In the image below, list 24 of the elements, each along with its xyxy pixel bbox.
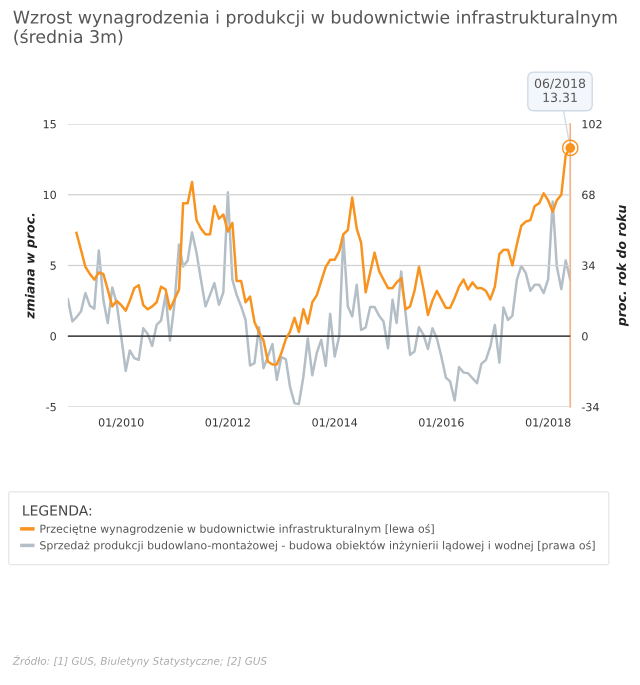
text: Źródło: [1] GUS, Biuletyny Statystyczne; [2] GUS — [12, 655, 267, 667]
x-tick-label: 01/2012 — [206, 418, 250, 428]
y-tick-label: 5 — [50, 262, 56, 270]
y-tick-label: 15 — [44, 120, 56, 128]
chart-title: Wzrost wynagrodzenia i produkcji w budownictwie infrastrukturalnym (średnia 3m) — [13, 10, 617, 46]
y2-tick-label: 68 — [582, 190, 595, 200]
legend-label: Przeciętne wynagrodzenie w budownictwie infrastrukturalnym [lewa oś] — [40, 524, 434, 535]
x-tick-label: 01/2018 — [526, 418, 570, 428]
y-tick-label: 10 — [44, 190, 56, 200]
x-tick-label: 01/2016 — [419, 418, 464, 428]
x-tick-label: 01/2010 — [98, 418, 144, 428]
legend-title: LEGENDA: — [23, 505, 92, 516]
x-tick-label: 01/2014 — [312, 418, 358, 428]
y-tick-label: -5 — [46, 403, 56, 412]
y-tick-label: 0 — [50, 332, 56, 341]
legend-label: Sprzedaż produkcji budowlano-montażowej - budowa obiektów inżynierii lądowej i wodnej [prawa oś] — [40, 540, 595, 552]
y2-tick-label: 34 — [582, 261, 595, 270]
y2-axis-title: proc. rok do roku — [616, 205, 629, 326]
y2-tick-label: 0 — [582, 332, 588, 341]
annotation: 06/2018 13.31 — [534, 78, 586, 102]
y2-tick-label: 102 — [582, 120, 602, 128]
line-series — [68, 191, 570, 406]
y-axis-title: zmiana w proc. — [24, 214, 38, 319]
y2-tick-label: -34 — [582, 402, 599, 412]
